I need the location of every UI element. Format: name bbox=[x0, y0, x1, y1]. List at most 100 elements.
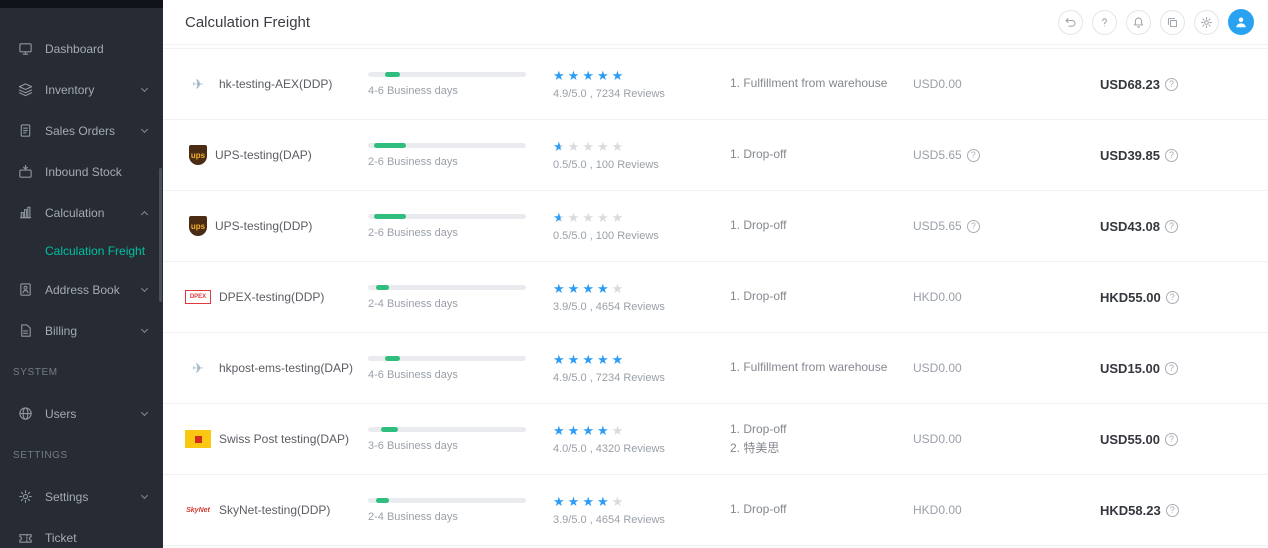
page-title: Calculation Freight bbox=[185, 13, 311, 31]
info-icon[interactable]: ? bbox=[1164, 77, 1178, 91]
help-icon[interactable] bbox=[1092, 9, 1117, 35]
star-icon: ★ bbox=[611, 493, 627, 509]
info-icon[interactable]: ? bbox=[966, 219, 980, 233]
sidebar-logo-area bbox=[0, 0, 163, 8]
handover-methods: 1. Drop-off bbox=[730, 145, 913, 164]
star-icon: ★ bbox=[596, 67, 612, 83]
sidebar-item-users[interactable]: Users bbox=[0, 393, 163, 434]
sidebar-item-label: Users bbox=[45, 406, 77, 421]
sidebar-item-label: Calculation bbox=[45, 205, 105, 220]
undo-icon[interactable] bbox=[1058, 9, 1083, 35]
chevron-down-icon bbox=[140, 284, 149, 293]
handover-method: 1. Drop-off bbox=[730, 289, 787, 304]
star-icon: ★ bbox=[596, 493, 612, 509]
info-icon[interactable]: ? bbox=[1165, 503, 1179, 517]
info-icon[interactable]: ? bbox=[1164, 361, 1178, 375]
billing-icon bbox=[18, 323, 34, 338]
info-icon[interactable]: ? bbox=[1164, 148, 1178, 162]
table-row[interactable]: ups UPS-testing(DAP) 2-6 Business days ★★★★… bbox=[163, 120, 1268, 191]
header-actions bbox=[1058, 9, 1254, 35]
sidebar-item-settings[interactable]: Settings bbox=[0, 476, 163, 517]
info-icon[interactable]: ? bbox=[1164, 219, 1178, 233]
sidebar-item-calculation[interactable]: Calculation bbox=[0, 192, 163, 233]
carrier-name: DPEX-testing(DDP) bbox=[219, 290, 325, 304]
total-price: USD15.00? bbox=[1100, 361, 1268, 376]
star-icon: ★ bbox=[611, 67, 627, 83]
page-header: Calculation Freight bbox=[163, 0, 1268, 45]
transit-time-bar bbox=[368, 426, 526, 432]
handover-methods: 1. Fulfillment from warehouse bbox=[730, 358, 913, 377]
transit-days: 2-4 Business days bbox=[368, 297, 458, 310]
table-row[interactable]: ✈ hkpost-ems-testing(DAP) 4-6 Business day… bbox=[163, 333, 1268, 404]
sidebar-item-sales-orders[interactable]: Sales Orders bbox=[0, 110, 163, 151]
base-price: USD5.65? bbox=[913, 219, 1100, 233]
gear-icon[interactable] bbox=[1194, 9, 1219, 35]
star-icon: ★ bbox=[582, 209, 597, 225]
handover-method: 1. Drop-off bbox=[730, 218, 787, 233]
handover-method: 1. Drop-off bbox=[730, 147, 787, 162]
carrier-name: hk-testing-AEX(DDP) bbox=[219, 77, 333, 91]
rating-text: 4.0/5.0 , 4320 Reviews bbox=[553, 442, 665, 455]
handover-method: 1. Drop-off bbox=[730, 421, 787, 436]
star-icon: ★ bbox=[553, 422, 568, 438]
rating-text: 4.9/5.0 , 7234 Reviews bbox=[553, 371, 665, 384]
base-price: USD5.65? bbox=[913, 148, 1100, 162]
base-price: USD0.00 bbox=[913, 77, 962, 91]
handover-method: 1. Fulfillment from warehouse bbox=[730, 360, 888, 375]
info-icon[interactable]: ? bbox=[1164, 432, 1178, 446]
star-icon: ★ bbox=[582, 67, 597, 83]
copy-icon[interactable] bbox=[1160, 9, 1185, 35]
star-icon: ★ bbox=[582, 493, 597, 509]
transit-time-bar bbox=[368, 213, 526, 219]
sidebar-item-address-book[interactable]: Address Book bbox=[0, 269, 163, 310]
calculation-icon bbox=[18, 205, 34, 220]
users-icon bbox=[18, 406, 34, 421]
table-row[interactable]: ups UPS-testing(DDP) 2-6 Business days ★★★★… bbox=[163, 191, 1268, 262]
star-icon: ★ bbox=[596, 280, 612, 296]
ups-logo: ups bbox=[189, 216, 207, 236]
sidebar-item-dashboard[interactable]: Dashboard bbox=[0, 28, 163, 69]
sidebar-item-inbound-stock[interactable]: Inbound Stock bbox=[0, 151, 163, 192]
rating-text: 3.9/5.0 , 4654 Reviews bbox=[553, 300, 665, 313]
sidebar-item-label: Billing bbox=[45, 323, 78, 338]
table-row[interactable]: ✈ hk-testing-AEX(DDP) 4-6 Business days ★★★… bbox=[163, 49, 1268, 120]
handover-methods: 1. Drop-off bbox=[730, 500, 913, 519]
sidebar-item-inventory[interactable]: Inventory bbox=[0, 69, 163, 110]
aex-logo: ✈ bbox=[192, 75, 204, 92]
table-row[interactable]: DPEX DPEX-testing(DDP) 2-4 Business days ★★… bbox=[163, 262, 1268, 333]
star-icon: ★ bbox=[567, 493, 583, 509]
sidebar-item-label: Ticket bbox=[45, 530, 77, 545]
rating-text: 0.5/5.0 , 100 Reviews bbox=[553, 229, 659, 242]
sidebar-item-ticket[interactable]: Ticket bbox=[0, 517, 163, 548]
sidebar: Dashboard Inventory Sales Orders Inbound St… bbox=[0, 0, 163, 548]
base-price: HKD0.00 bbox=[913, 503, 962, 517]
notification-icon[interactable] bbox=[1126, 9, 1151, 35]
info-icon[interactable]: ? bbox=[1165, 290, 1179, 304]
total-price: HKD58.23? bbox=[1100, 503, 1268, 518]
table-row[interactable]: Swiss Post testing(DAP) 3-6 Business days… bbox=[163, 404, 1268, 475]
carrier-name: UPS-testing(DAP) bbox=[215, 148, 312, 162]
handover-methods: 1. Drop-off 2. 特美思 bbox=[730, 420, 913, 458]
sidebar-item-billing[interactable]: Billing bbox=[0, 310, 163, 351]
star-icon: ★ bbox=[553, 280, 568, 296]
star-icon: ★ bbox=[567, 138, 583, 154]
sidebar-section-system: SYSTEM bbox=[13, 366, 58, 378]
star-icon: ★ bbox=[553, 209, 568, 225]
star-rating: ★★★★★ bbox=[553, 495, 730, 508]
info-icon[interactable]: ? bbox=[966, 148, 980, 162]
star-icon: ★ bbox=[611, 422, 627, 438]
total-price: HKD55.00? bbox=[1100, 290, 1268, 305]
table-row[interactable]: SkyNet SkyNet-testing(DDP) 2-4 Business da… bbox=[163, 475, 1268, 546]
ticket-icon bbox=[18, 530, 34, 545]
chevron-down-icon bbox=[140, 84, 149, 93]
sales-orders-icon bbox=[18, 123, 34, 138]
user-avatar[interactable] bbox=[1228, 9, 1254, 35]
star-icon: ★ bbox=[611, 280, 627, 296]
star-icon: ★ bbox=[611, 209, 627, 225]
handover-method: 1. Fulfillment from warehouse bbox=[730, 76, 888, 91]
sidebar-scrollbar[interactable] bbox=[159, 168, 162, 302]
star-icon: ★ bbox=[582, 280, 597, 296]
star-rating: ★★★★★ bbox=[553, 282, 730, 295]
chevron-down-icon bbox=[140, 408, 149, 417]
sidebar-subitem-calculation-freight[interactable]: Calculation Freight bbox=[45, 244, 146, 258]
